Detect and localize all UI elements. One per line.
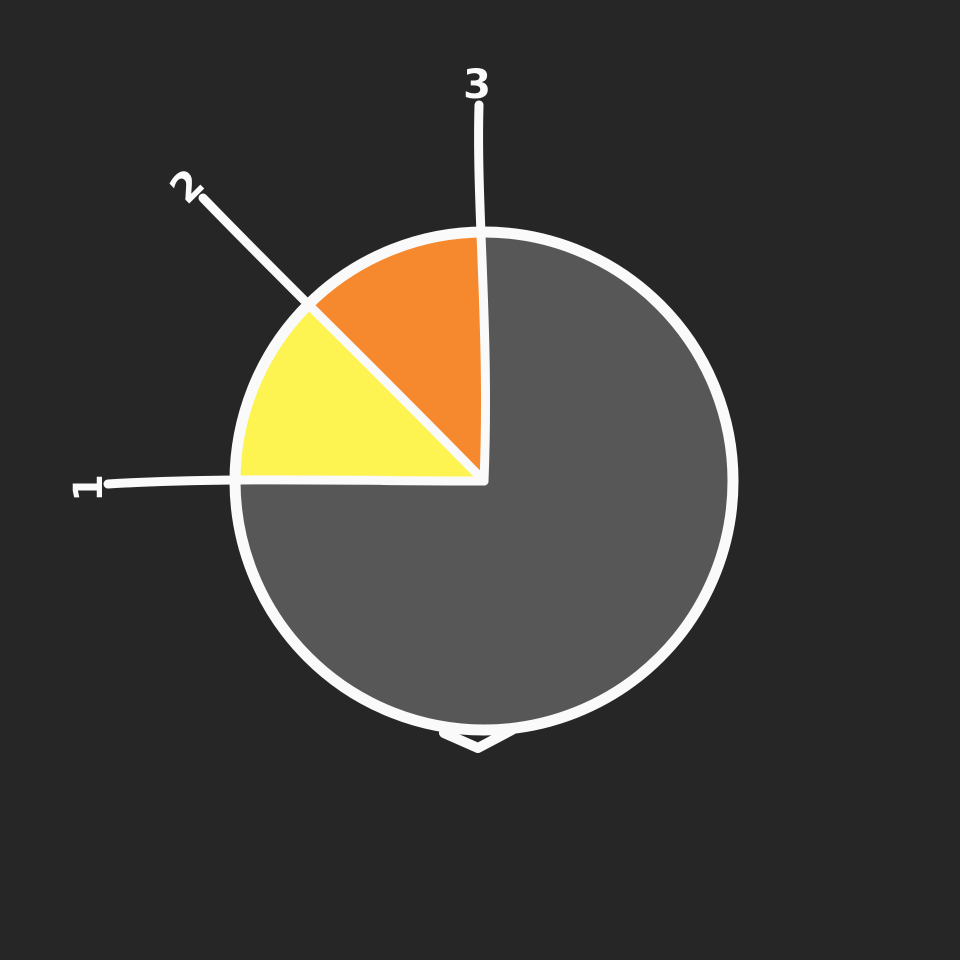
slice-label-1: 1 [66, 474, 112, 502]
pie-slice-2 [305, 229, 484, 481]
pie-slice-1 [232, 302, 484, 481]
leader-line-2 [198, 193, 489, 486]
slice-label-3: 3 [463, 62, 491, 108]
leader-line-3 [474, 100, 490, 486]
pie-outline-notch [439, 725, 517, 753]
leader-line-1 [103, 475, 489, 489]
